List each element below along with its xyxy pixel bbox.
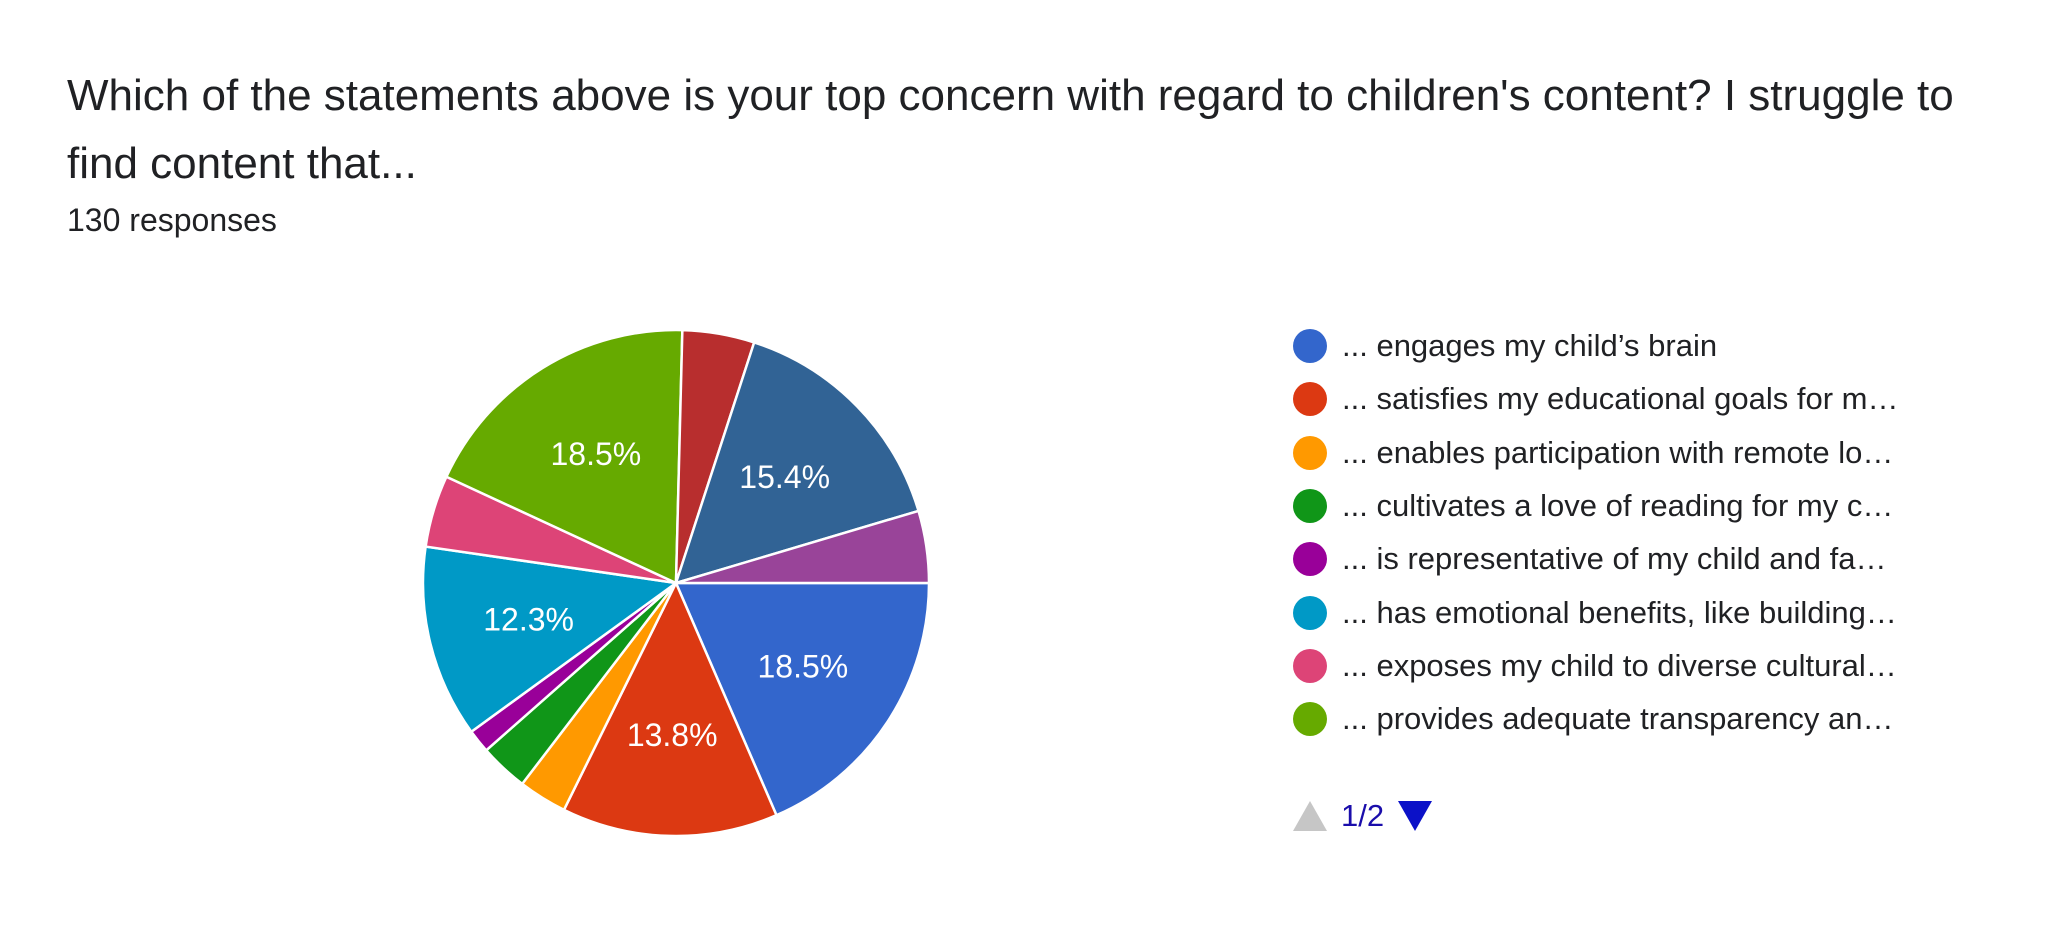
legend-swatch [1293, 382, 1327, 417]
legend-swatch [1293, 595, 1327, 630]
legend-label: ... engages my child’s brain [1342, 328, 1718, 363]
legend-label: ... enables participation with remote lo… [1342, 434, 1894, 470]
legend-label: ... exposes my child to diverse cultural… [1342, 647, 1897, 683]
legend-item[interactable]: ... engages my child’s brain [1293, 326, 1973, 366]
legend-swatch [1293, 542, 1327, 577]
legend-swatch [1293, 435, 1327, 470]
legend-pager: 1/2 [1293, 796, 1433, 836]
legend-label: ... satisfies my educational goals for m… [1342, 381, 1899, 417]
legend-label: ... provides adequate transparency an… [1342, 701, 1894, 737]
legend-swatch [1293, 329, 1327, 363]
pie-slice [421, 545, 680, 734]
pie-slice [674, 581, 931, 817]
chart-title: Which of the statements above is your to… [67, 71, 1954, 188]
slice-label: 18.5% [758, 648, 849, 684]
legend-item[interactable]: ... exposes my child to diverse cultural… [1293, 646, 1973, 686]
pie-slice [444, 328, 684, 585]
pie-slice [562, 580, 779, 838]
legend-label: ... is representative of my child and fa… [1342, 541, 1887, 577]
legend-swatch [1293, 648, 1327, 683]
legend-item[interactable]: ... is representative of my child and fa… [1293, 539, 1973, 579]
legend-label: ... cultivates a love of reading for my … [1342, 487, 1894, 523]
legend-swatch [1293, 702, 1327, 737]
response-count: 130 responses [67, 202, 277, 238]
pager-label: 1/2 [1341, 798, 1385, 833]
pie-slice [674, 340, 921, 585]
legend-swatch [1293, 488, 1327, 523]
slice-label: 13.8% [627, 717, 718, 753]
legend-item[interactable]: ... cultivates a love of reading for my … [1293, 486, 1973, 526]
slice-label: 12.3% [483, 601, 574, 637]
legend-item[interactable]: ... enables participation with remote lo… [1293, 433, 1973, 473]
legend-item[interactable]: ... provides adequate transparency an… [1293, 699, 1973, 739]
slice-label: 18.5% [551, 436, 642, 472]
slice-label: 15.4% [739, 459, 830, 495]
triangle-up-icon[interactable] [1293, 801, 1327, 831]
legend-label: ... has emotional benefits, like buildin… [1342, 594, 1897, 630]
pie-slice [675, 509, 931, 585]
legend-item[interactable]: ... satisfies my educational goals for m… [1293, 379, 1973, 419]
legend-item[interactable]: ... has emotional benefits, like buildin… [1293, 593, 1973, 633]
triangle-down-icon[interactable] [1398, 801, 1433, 831]
